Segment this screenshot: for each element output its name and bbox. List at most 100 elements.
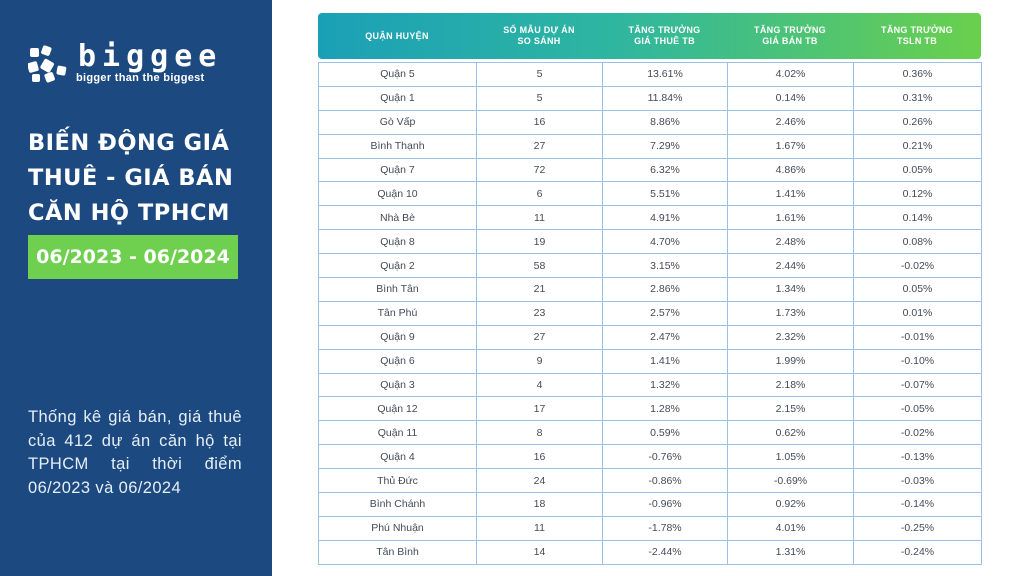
district-cell: Tân Phú bbox=[318, 300, 477, 326]
district-cell: Bình Thạnh bbox=[318, 133, 477, 159]
rent-growth-cell: 1.28% bbox=[602, 396, 728, 422]
samples-cell: 9 bbox=[476, 348, 603, 374]
rent-growth-cell: -0.96% bbox=[602, 492, 728, 517]
samples-cell: 19 bbox=[476, 229, 603, 255]
header-rent-growth: TĂNG TRƯỞNG GIÁ THUÊ TB bbox=[628, 25, 701, 46]
table-row: Quận 6 9 1.41% 1.99% -0.10% bbox=[318, 348, 982, 374]
yield-growth-cell: -0.14% bbox=[853, 492, 982, 517]
table-row: Quận 8 19 4.70% 2.48% 0.08% bbox=[318, 229, 982, 255]
yield-growth-cell: -0.07% bbox=[853, 372, 982, 398]
samples-cell: 5 bbox=[476, 85, 603, 111]
sale-growth-cell: 2.46% bbox=[727, 109, 854, 135]
samples-cell: 23 bbox=[476, 300, 603, 326]
samples-cell: 21 bbox=[476, 277, 603, 302]
rent-growth-cell: 13.61% bbox=[602, 62, 728, 87]
yield-growth-cell: -0.24% bbox=[853, 539, 982, 565]
sale-growth-cell: 4.01% bbox=[727, 515, 854, 541]
sale-growth-cell: 2.32% bbox=[727, 324, 854, 350]
samples-cell: 17 bbox=[476, 396, 603, 422]
yield-growth-cell: -0.02% bbox=[853, 253, 982, 279]
rent-growth-cell: 7.29% bbox=[602, 133, 728, 159]
left-panel: biggee bigger than the biggest BIẾN ĐỘNG… bbox=[0, 0, 272, 576]
rent-growth-cell: 6.32% bbox=[602, 157, 728, 183]
growth-table: QUẬN HUYỆN SỐ MẪU DỰ ÁN SO SÁNH TĂNG TRƯỞ… bbox=[318, 13, 982, 565]
district-cell: Thủ Đức bbox=[318, 468, 477, 494]
district-cell: Nhà Bè bbox=[318, 205, 477, 231]
sale-growth-cell: 1.34% bbox=[727, 277, 854, 302]
brand-logo: biggee bigger than the biggest bbox=[28, 40, 268, 88]
table-row: Quận 4 16 -0.76% 1.05% -0.13% bbox=[318, 444, 982, 470]
yield-growth-cell: 0.05% bbox=[853, 277, 982, 302]
rent-growth-cell: 2.86% bbox=[602, 277, 728, 302]
table-row: Quận 12 17 1.28% 2.15% -0.05% bbox=[318, 396, 982, 422]
rent-growth-cell: 1.32% bbox=[602, 372, 728, 398]
district-cell: Quận 7 bbox=[318, 157, 477, 183]
district-cell: Quận 9 bbox=[318, 324, 477, 350]
district-cell: Gò Vấp bbox=[318, 109, 477, 135]
rent-growth-cell: 5.51% bbox=[602, 181, 728, 207]
district-cell: Tân Bình bbox=[318, 539, 477, 565]
yield-growth-cell: 0.08% bbox=[853, 229, 982, 255]
yield-growth-cell: 0.14% bbox=[853, 205, 982, 231]
yield-growth-cell: 0.31% bbox=[853, 85, 982, 111]
sale-growth-cell: 4.86% bbox=[727, 157, 854, 183]
sale-growth-cell: 0.62% bbox=[727, 420, 854, 446]
yield-growth-cell: -0.05% bbox=[853, 396, 982, 422]
rent-growth-cell: 2.47% bbox=[602, 324, 728, 350]
district-cell: Bình Chánh bbox=[318, 492, 477, 517]
table-row: Quận 9 27 2.47% 2.32% -0.01% bbox=[318, 324, 982, 350]
samples-cell: 72 bbox=[476, 157, 603, 183]
header-yield-growth: TĂNG TRƯỞNG TSLN TB bbox=[881, 25, 953, 46]
data-table: Quận 5 5 13.61% 4.02% 0.36% Quận 1 5 11.84% 0.14… bbox=[318, 62, 982, 565]
samples-cell: 16 bbox=[476, 444, 603, 470]
table-row: Nhà Bè 11 4.91% 1.61% 0.14% bbox=[318, 205, 982, 231]
table-row: Gò Vấp 16 8.86% 2.46% 0.26% bbox=[318, 109, 982, 135]
sale-growth-cell: -0.69% bbox=[727, 468, 854, 494]
yield-growth-cell: -0.13% bbox=[853, 444, 982, 470]
yield-growth-cell: 0.12% bbox=[853, 181, 982, 207]
sale-growth-cell: 1.41% bbox=[727, 181, 854, 207]
header-district: QUẬN HUYỆN bbox=[365, 30, 429, 41]
yield-growth-cell: -0.01% bbox=[853, 324, 982, 350]
header-sale-growth: TĂNG TRƯỞNG GIÁ BÁN TB bbox=[754, 25, 826, 46]
table-row: Tân Bình 14 -2.44% 1.31% -0.24% bbox=[318, 539, 982, 565]
rent-growth-cell: 1.41% bbox=[602, 348, 728, 374]
sale-growth-cell: 1.05% bbox=[727, 444, 854, 470]
samples-cell: 6 bbox=[476, 181, 603, 207]
sale-growth-cell: 1.61% bbox=[727, 205, 854, 231]
district-cell: Quận 5 bbox=[318, 62, 477, 87]
district-cell: Quận 12 bbox=[318, 396, 477, 422]
district-cell: Quận 1 bbox=[318, 85, 477, 111]
table-row: Quận 1 5 11.84% 0.14% 0.31% bbox=[318, 85, 982, 111]
logo-tagline: bigger than the biggest bbox=[76, 72, 205, 84]
table-row: Quận 3 4 1.32% 2.18% -0.07% bbox=[318, 372, 982, 398]
sale-growth-cell: 1.31% bbox=[727, 539, 854, 565]
table-row: Tân Phú 23 2.57% 1.73% 0.01% bbox=[318, 300, 982, 326]
period-badge: 06/2023 - 06/2024 bbox=[28, 235, 238, 279]
rent-growth-cell: 2.57% bbox=[602, 300, 728, 326]
samples-cell: 27 bbox=[476, 133, 603, 159]
rent-growth-cell: -0.76% bbox=[602, 444, 728, 470]
sale-growth-cell: 2.48% bbox=[727, 229, 854, 255]
sale-growth-cell: 1.67% bbox=[727, 133, 854, 159]
table-row: Quận 2 58 3.15% 2.44% -0.02% bbox=[318, 253, 982, 279]
sale-growth-cell: 1.73% bbox=[727, 300, 854, 326]
rent-growth-cell: 4.91% bbox=[602, 205, 728, 231]
district-cell: Phú Nhuận bbox=[318, 515, 477, 541]
yield-growth-cell: 0.21% bbox=[853, 133, 982, 159]
sale-growth-cell: 2.18% bbox=[727, 372, 854, 398]
district-cell: Quận 11 bbox=[318, 420, 477, 446]
samples-cell: 4 bbox=[476, 372, 603, 398]
title-line: CĂN HỘ TPHCM bbox=[28, 200, 230, 226]
yield-growth-cell: 0.01% bbox=[853, 300, 982, 326]
district-cell: Quận 8 bbox=[318, 229, 477, 255]
sale-growth-cell: 0.92% bbox=[727, 492, 854, 517]
samples-cell: 16 bbox=[476, 109, 603, 135]
yield-growth-cell: -0.10% bbox=[853, 348, 982, 374]
district-cell: Quận 4 bbox=[318, 444, 477, 470]
biggee-logo-icon bbox=[28, 45, 67, 83]
rent-growth-cell: 3.15% bbox=[602, 253, 728, 279]
page-title: BIẾN ĐỘNG GIÁ THUÊ - GIÁ BÁN CĂN HỘ TPHC… bbox=[28, 126, 258, 231]
table-header: QUẬN HUYỆN SỐ MẪU DỰ ÁN SO SÁNH TĂNG TRƯỞ… bbox=[318, 13, 981, 59]
yield-growth-cell: 0.05% bbox=[853, 157, 982, 183]
